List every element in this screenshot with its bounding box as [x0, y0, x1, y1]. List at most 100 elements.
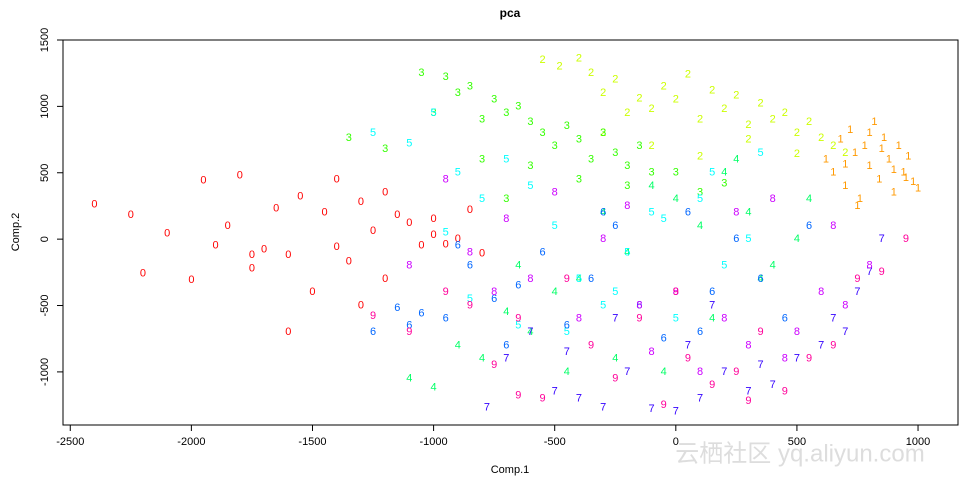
point-glyph: 5	[443, 226, 449, 238]
point-glyph: 3	[443, 71, 449, 83]
point-glyph: 6	[467, 260, 473, 272]
point-glyph: 3	[564, 120, 570, 132]
point-glyph: 2	[830, 140, 836, 152]
point-glyph: 4	[552, 286, 558, 298]
point-glyph: 5	[721, 260, 727, 272]
point-glyph: 3	[431, 107, 437, 119]
point-glyph: 9	[673, 286, 679, 298]
point-glyph: 6	[782, 313, 788, 325]
point-glyph: 7	[649, 403, 655, 415]
point-glyph: 1	[891, 187, 897, 199]
point-glyph: 2	[600, 127, 606, 139]
point-glyph: 6	[394, 302, 400, 314]
point-glyph: 7	[745, 386, 751, 398]
point-glyph: 4	[733, 153, 739, 165]
point-glyph: 6	[806, 220, 812, 232]
point-glyph: 4	[431, 382, 437, 394]
point-glyph: 0	[128, 209, 134, 221]
point-glyph: 9	[467, 299, 473, 311]
point-glyph: 3	[515, 100, 521, 112]
point-glyph: 8	[443, 173, 449, 185]
point-glyph: 2	[540, 54, 546, 66]
point-glyph: 8	[624, 200, 630, 212]
point-glyph: 6	[443, 313, 449, 325]
point-glyph: 4	[406, 372, 412, 384]
point-glyph: 1	[910, 176, 916, 188]
point-glyph: 7	[818, 339, 824, 351]
point-glyph: 5	[527, 180, 533, 192]
point-glyph: 4	[503, 306, 509, 318]
point-glyph: 9	[903, 233, 909, 245]
point-glyph: 6	[758, 273, 764, 285]
point-glyph: 7	[709, 299, 715, 311]
point-glyph: 0	[164, 228, 170, 240]
point-glyph: 7	[673, 406, 679, 418]
point-glyph: 0	[237, 169, 243, 181]
point-glyph: 8	[794, 326, 800, 338]
point-glyph: 8	[830, 220, 836, 232]
point-glyph: 9	[854, 273, 860, 285]
point-glyph: 0	[418, 240, 424, 252]
point-glyph: 8	[842, 299, 848, 311]
point-glyph: 3	[479, 153, 485, 165]
point-glyph: 3	[503, 107, 509, 119]
point-glyph: 2	[818, 132, 824, 144]
point-glyph: 4	[673, 193, 679, 205]
point-glyph: 9	[709, 379, 715, 391]
point-glyph: 0	[370, 225, 376, 237]
point-glyph: 2	[794, 148, 800, 160]
point-glyph: 0	[467, 204, 473, 216]
point-glyph: 6	[406, 319, 412, 331]
point-glyph: 7	[600, 402, 606, 414]
point-glyph: 8	[503, 213, 509, 225]
point-glyph: 3	[612, 147, 618, 159]
x-tick-label: 1000	[906, 436, 930, 448]
point-glyph: 2	[842, 147, 848, 159]
point-glyph: 8	[636, 299, 642, 311]
point-glyph: 9	[830, 339, 836, 351]
point-glyph: 7	[842, 326, 848, 338]
point-glyph: 1	[900, 167, 906, 179]
point-glyph: 9	[443, 286, 449, 298]
point-glyph: 6	[588, 273, 594, 285]
point-glyph: 2	[697, 151, 703, 163]
point-glyph: 5	[649, 206, 655, 218]
point-glyph: 0	[431, 229, 437, 241]
point-glyph: 5	[564, 326, 570, 338]
point-glyph: 8	[818, 286, 824, 298]
point-glyph: 6	[636, 299, 642, 311]
point-glyph: 0	[249, 249, 255, 261]
y-tick-label: 500	[39, 164, 51, 182]
point-glyph: 6	[564, 319, 570, 331]
point-glyph: 5	[745, 233, 751, 245]
y-axis-label: Comp.2	[10, 213, 22, 252]
point-glyph: 8	[770, 193, 776, 205]
point-glyph: 4	[709, 313, 715, 325]
point-glyph: 4	[806, 193, 812, 205]
point-glyph: 2	[794, 127, 800, 139]
point-glyph: 7	[830, 313, 836, 325]
point-glyph: 7	[612, 313, 618, 325]
point-glyph: 4	[612, 353, 618, 365]
point-glyph: 1	[886, 153, 892, 165]
x-tick-label: -2500	[56, 436, 84, 448]
point-glyph: 0	[394, 209, 400, 221]
point-glyph: 6	[661, 333, 667, 345]
point-glyph: 1	[915, 183, 921, 195]
point-glyph: 9	[515, 390, 521, 402]
point-glyph: 2	[600, 87, 606, 99]
point-glyph: 0	[443, 238, 449, 250]
point-glyph: 0	[334, 241, 340, 253]
point-glyph: 2	[612, 74, 618, 86]
point-glyph: 5	[552, 220, 558, 232]
x-axis-label: Comp.1	[491, 464, 530, 476]
point-glyph: 2	[649, 103, 655, 115]
point-glyph: 0	[188, 274, 194, 286]
point-glyph: 3	[346, 132, 352, 144]
point-glyph: 2	[733, 90, 739, 102]
y-tick-label: -1000	[39, 358, 51, 386]
point-glyph: 3	[697, 187, 703, 199]
watermark: 云栖社区 yq.aliyun.com	[675, 440, 924, 467]
point-glyph: 9	[406, 326, 412, 338]
point-glyph: 5	[697, 193, 703, 205]
